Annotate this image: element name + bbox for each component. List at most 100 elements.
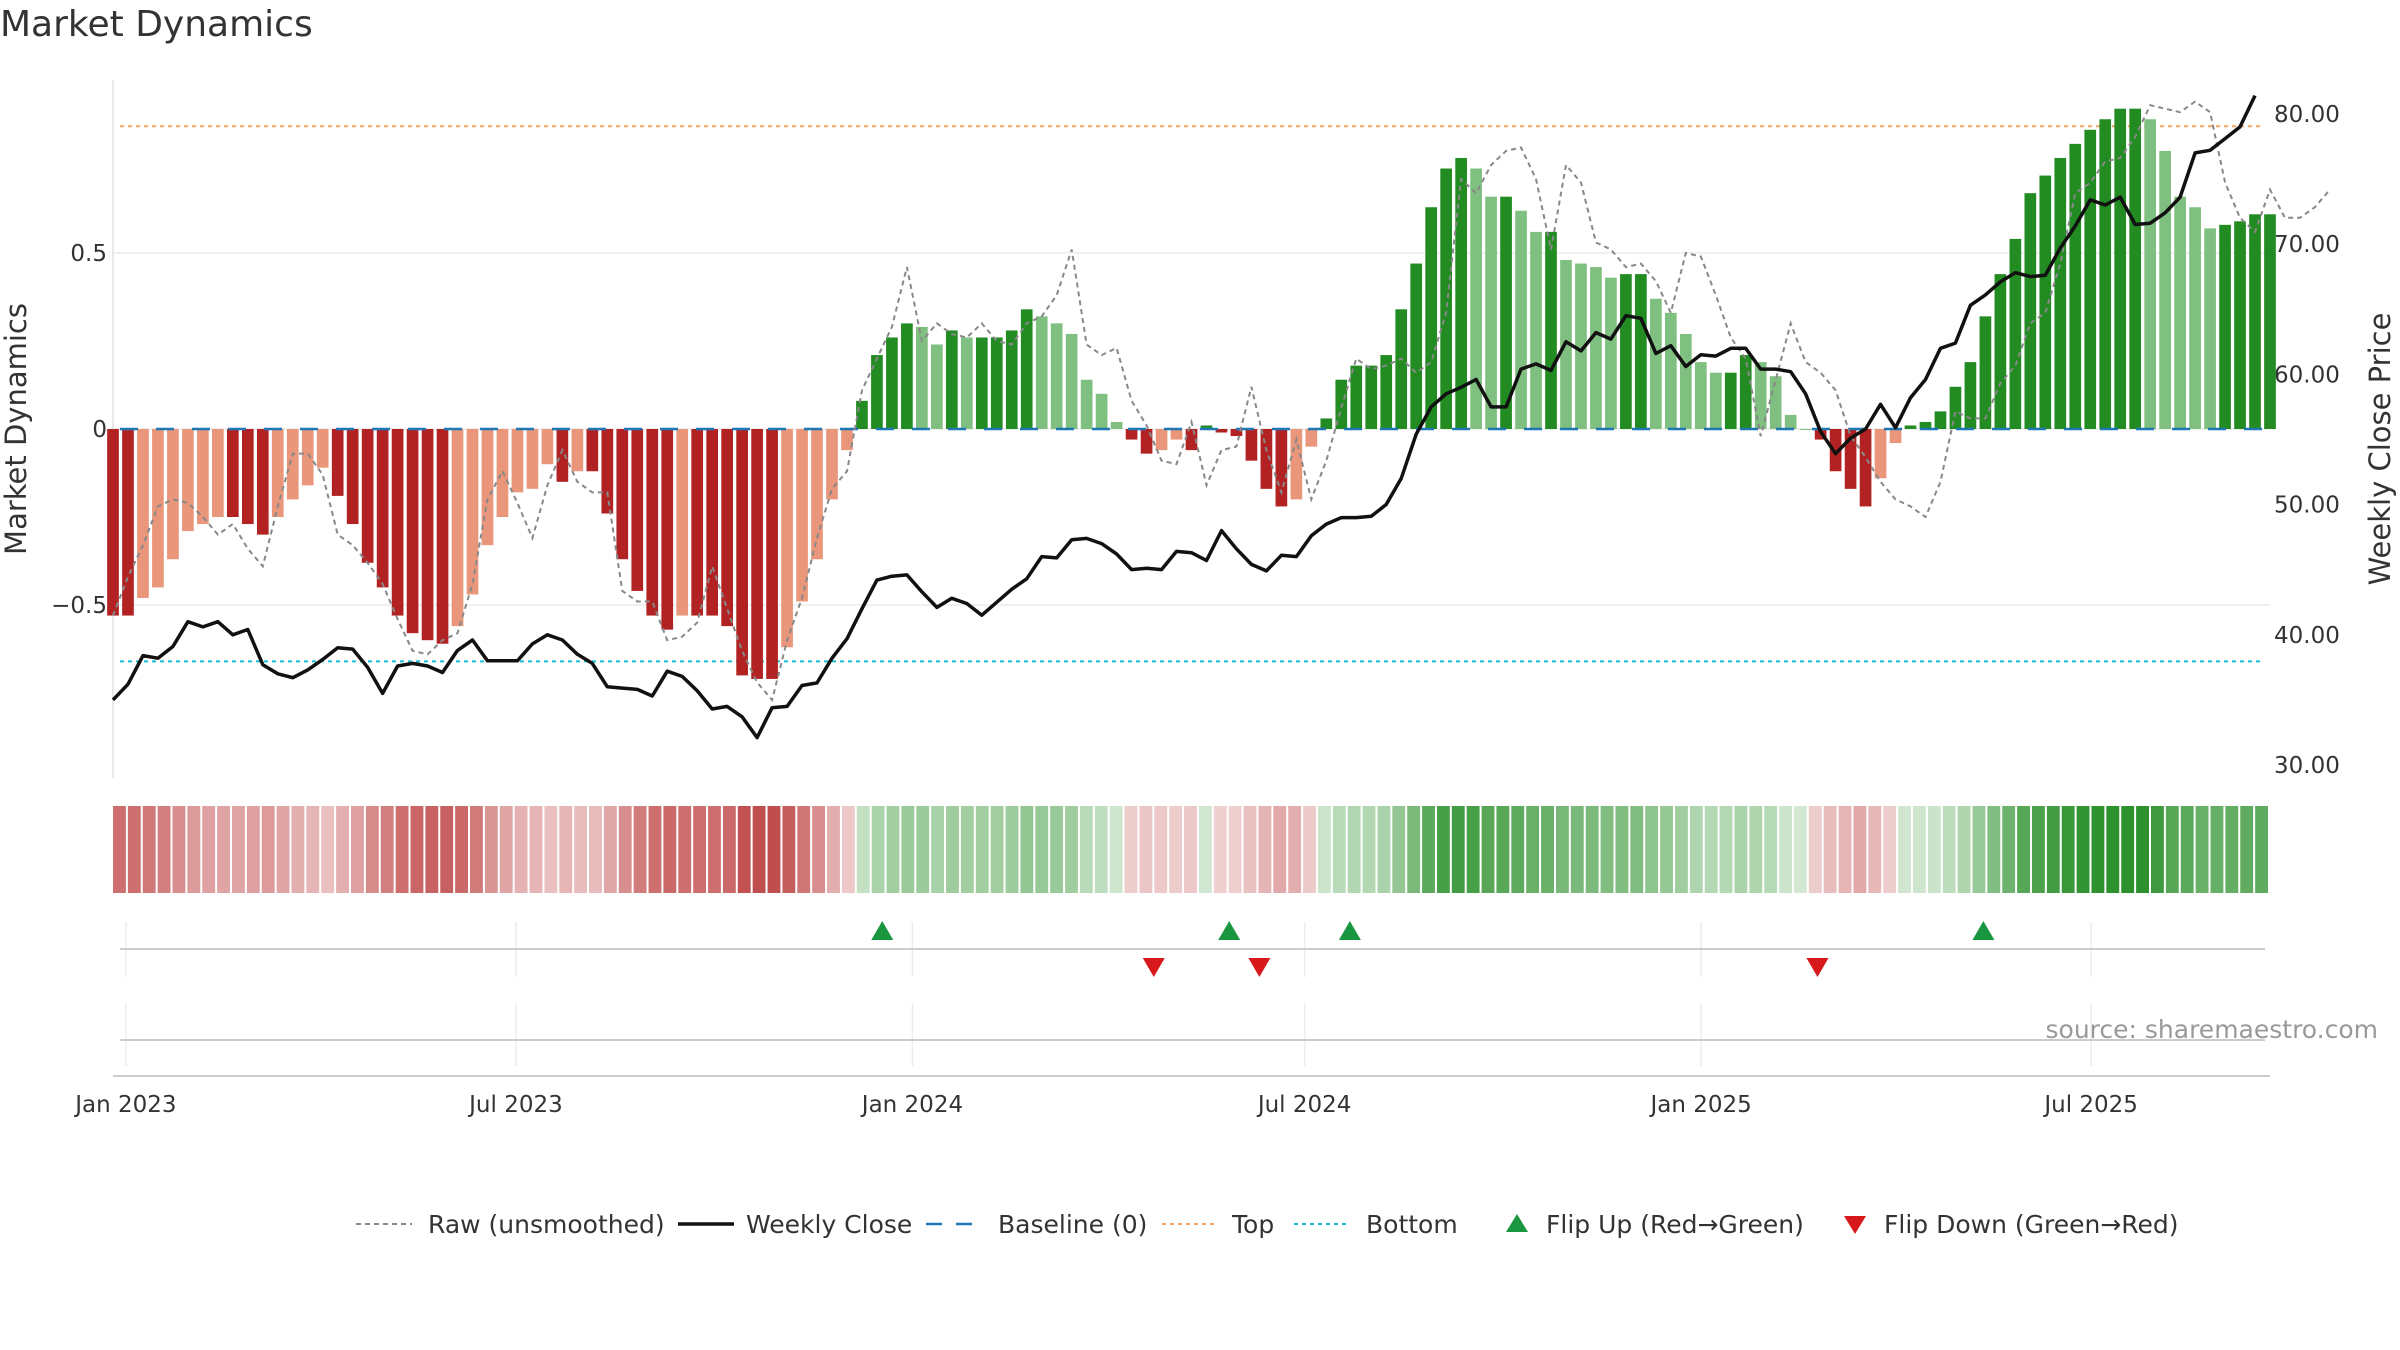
momentum-bar	[2009, 238, 2022, 429]
heat-strip-cell	[1228, 806, 1242, 893]
momentum-bar	[1605, 277, 1617, 429]
momentum-bar	[2084, 129, 2097, 430]
y-left-axis-title: Market Dynamics	[0, 303, 33, 555]
heat-strip-cell	[529, 806, 543, 893]
momentum-bar	[346, 429, 359, 525]
heat-strip-cell	[1407, 806, 1421, 893]
momentum-bar	[256, 429, 269, 535]
momentum-bar	[451, 429, 464, 627]
y-right-tick-label: 80.00	[2274, 102, 2340, 128]
heat-strip-cell	[574, 806, 588, 893]
heat-strip-cell	[1927, 806, 1941, 893]
legend-item: Top	[1162, 1210, 1274, 1239]
y-right-tick-label: 60.00	[2274, 362, 2340, 388]
momentum-bar	[361, 429, 374, 563]
heat-strip-cell	[276, 806, 290, 893]
heat-strip-cell	[395, 806, 409, 893]
momentum-bar	[706, 429, 719, 616]
heat-strip-cell	[2002, 806, 2016, 893]
heat-strip-cell	[782, 806, 796, 893]
momentum-bar	[1664, 312, 1677, 429]
heat-strip-cell	[1793, 806, 1807, 893]
momentum-bar	[556, 429, 569, 482]
heat-strip-cell	[2106, 806, 2120, 893]
momentum-bar	[1515, 210, 1527, 429]
heat-strip-cell	[2195, 806, 2209, 893]
momentum-bar	[796, 429, 808, 602]
y-right-tick-label: 50.00	[2274, 493, 2340, 519]
momentum-bar	[301, 429, 314, 486]
heat-strip-cell	[2017, 806, 2030, 893]
heat-strip-cell	[663, 806, 677, 893]
momentum-bar	[2039, 175, 2052, 429]
heat-strip-cell	[1451, 806, 1465, 893]
momentum-bar	[1050, 323, 1063, 429]
heat-strip-cell	[916, 806, 930, 893]
momentum-bar	[1410, 263, 1423, 429]
legend-label: Flip Up (Red→Green)	[1546, 1210, 1804, 1239]
momentum-bar	[1964, 362, 1977, 429]
heat-strip-cell	[1288, 806, 1302, 893]
momentum-bar	[1799, 429, 1812, 430]
momentum-bar	[1694, 362, 1707, 429]
heat-strip-cell	[246, 806, 260, 893]
heat-strip-cell	[1511, 806, 1525, 893]
source-credit: source: sharemaestro.com	[2046, 1015, 2379, 1044]
momentum-bar	[571, 429, 584, 472]
heat-strip-cell	[693, 806, 707, 893]
heat-strip-cell	[1079, 806, 1093, 893]
heat-strip-cell	[648, 806, 662, 893]
heat-strip-cell	[1035, 806, 1049, 893]
heat-strip-cell	[232, 806, 245, 893]
y-right-tick-label: 40.00	[2274, 623, 2340, 649]
momentum-bar	[1260, 429, 1273, 489]
heat-strip-cell	[871, 806, 885, 893]
momentum-bar	[661, 429, 674, 630]
momentum-bar	[1829, 429, 1842, 472]
heat-strip-cell	[901, 806, 915, 893]
heat-strip-cell	[1094, 806, 1108, 893]
momentum-bar	[1575, 263, 1587, 429]
momentum-bar	[2159, 150, 2171, 430]
momentum-bar	[2174, 196, 2186, 429]
momentum-bar	[212, 429, 224, 517]
heat-strip-cell	[1466, 806, 1480, 893]
momentum-bar	[1365, 365, 1378, 429]
momentum-bar	[1769, 376, 1782, 429]
momentum-bar	[1874, 429, 1887, 479]
momentum-bar	[1784, 414, 1797, 429]
momentum-bar	[1140, 429, 1153, 454]
heat-strip-cell	[217, 806, 231, 893]
momentum-bar	[241, 429, 254, 525]
heat-strip-cell	[1734, 806, 1748, 893]
momentum-bar	[1530, 231, 1542, 429]
momentum-bar	[826, 429, 838, 500]
heat-strip-cell	[544, 806, 558, 893]
momentum-bar	[1245, 429, 1258, 461]
momentum-bar	[1994, 274, 2007, 429]
heat-strip-cell	[1615, 806, 1629, 893]
momentum-bar	[2144, 119, 2157, 430]
heat-strip-cell	[1689, 806, 1703, 893]
y-left-tick-label: 0.5	[70, 241, 107, 267]
momentum-bar	[2234, 221, 2246, 429]
heat-strip-cell	[425, 806, 439, 893]
heat-strip-cell	[365, 806, 379, 893]
heat-strip-cell	[1570, 806, 1584, 893]
momentum-bar	[841, 429, 853, 451]
momentum-bar	[2249, 214, 2261, 429]
momentum-bar	[1110, 421, 1123, 429]
momentum-bar	[916, 326, 928, 429]
heat-strip-cell	[1198, 806, 1212, 893]
momentum-bar	[1200, 425, 1213, 429]
legend-item: Flip Up (Red→Green)	[1506, 1210, 1804, 1239]
momentum-bar	[316, 429, 329, 468]
x-tick-label: Jan 2025	[1648, 1092, 1751, 1118]
momentum-bar	[2189, 207, 2201, 429]
momentum-bar	[1215, 429, 1228, 433]
momentum-bar	[1155, 429, 1168, 451]
momentum-bar	[391, 429, 404, 616]
heat-strip-cell	[142, 806, 156, 893]
heat-strip-cell	[1868, 806, 1882, 893]
momentum-bar	[1275, 429, 1288, 507]
